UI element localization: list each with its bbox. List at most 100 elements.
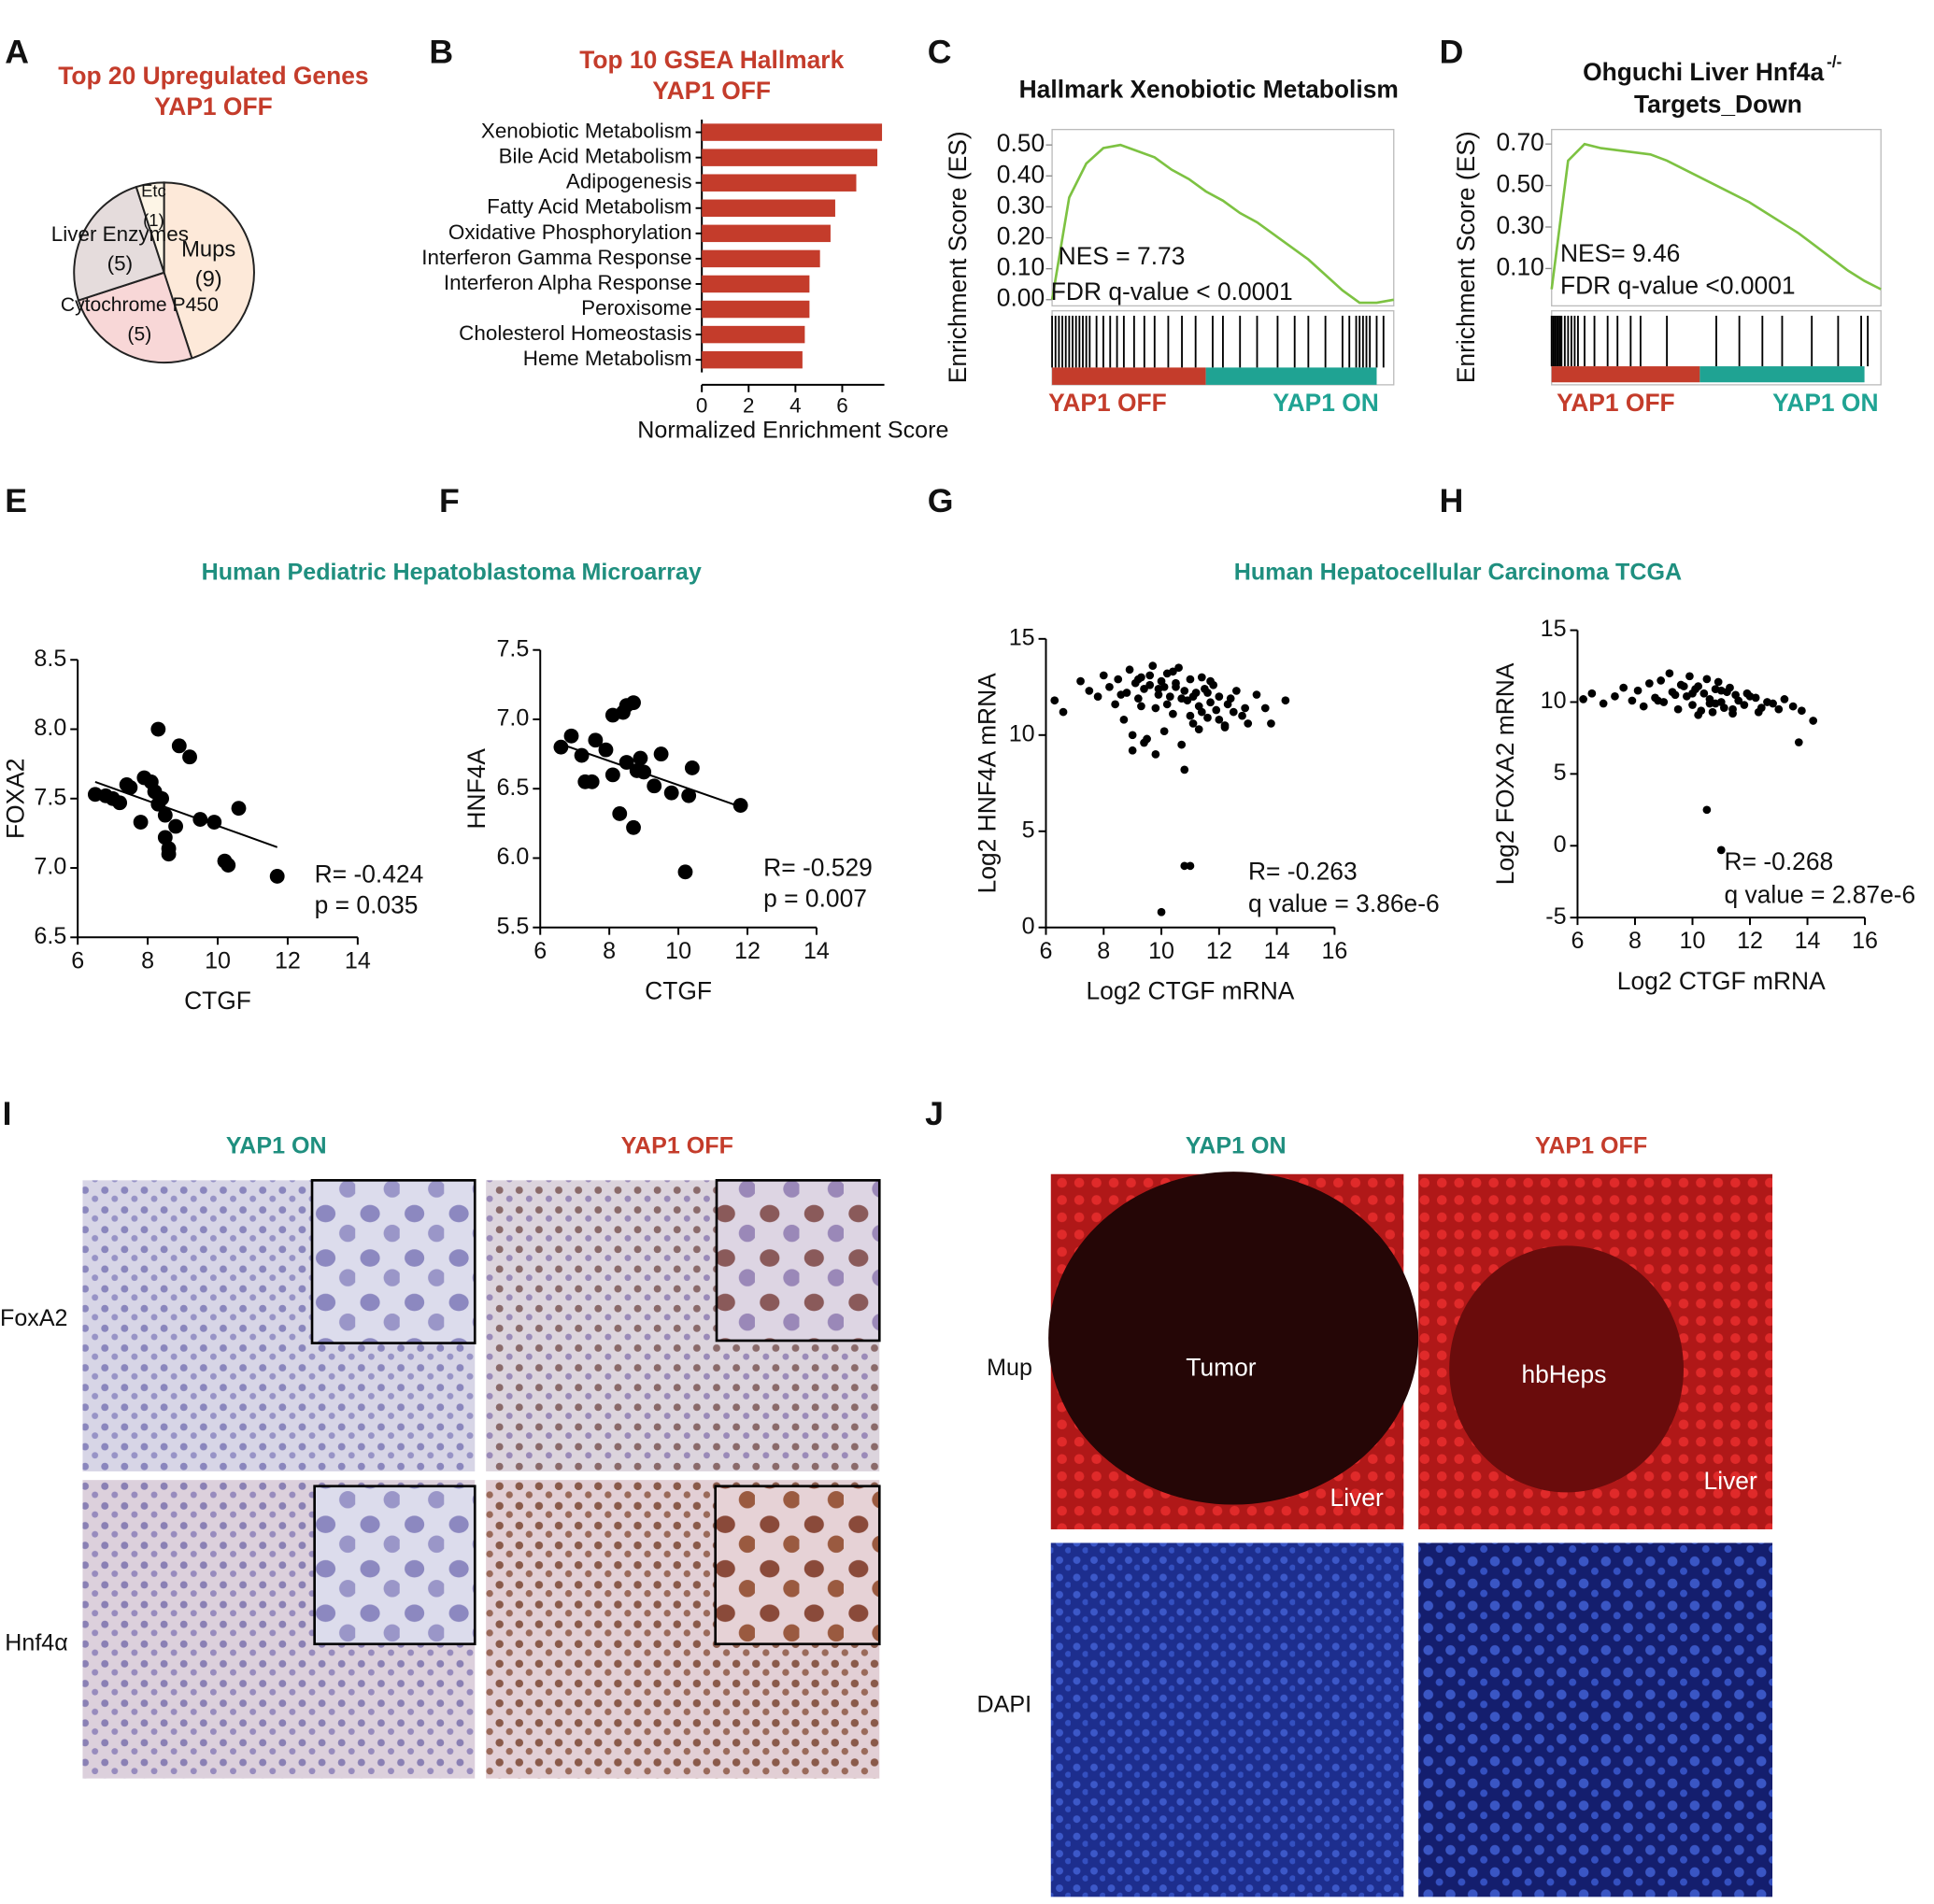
y-tick-label: 7.5 <box>496 635 529 661</box>
y-tick-label: -5 <box>1545 903 1566 930</box>
x-axis-label: Log2 CTGF mRNA <box>1617 967 1826 995</box>
panel-label: G <box>928 482 954 519</box>
micrograph <box>1418 1542 1773 1897</box>
point <box>1137 702 1145 711</box>
slice-value-label: (5) <box>127 324 151 346</box>
point <box>1162 700 1172 709</box>
point <box>1671 690 1680 700</box>
row-label: FoxA2 <box>0 1305 67 1331</box>
annotation: FDR q-value <0.0001 <box>1560 272 1796 300</box>
group-label: YAP1 ON <box>1273 389 1378 417</box>
image-label: hbHeps <box>1521 1360 1606 1388</box>
y-tick-label: Bile Acid Metabolism <box>499 145 692 168</box>
micrograph <box>1050 1542 1404 1897</box>
point <box>1587 689 1597 698</box>
point <box>633 750 648 766</box>
inset <box>310 1179 476 1344</box>
point <box>1223 700 1232 709</box>
chart-subtitle: YAP1 OFF <box>652 77 771 105</box>
point <box>1579 695 1587 703</box>
y-tick-label: 7.5 <box>34 784 66 810</box>
point <box>1639 702 1648 711</box>
x-tick-label: 12 <box>734 938 761 964</box>
group-label: YAP1 OFF <box>1557 389 1675 417</box>
tumor-region <box>1048 1172 1419 1505</box>
point <box>1093 692 1102 701</box>
y-tick-label: 0.30 <box>1496 211 1543 239</box>
image-label: Tumor <box>1186 1353 1256 1381</box>
y-tick-label: 0.30 <box>997 191 1045 219</box>
row-label: Mup <box>987 1355 1032 1381</box>
es-curve <box>1050 143 1395 305</box>
y-tick-label: 0.00 <box>997 284 1045 312</box>
point <box>1140 685 1148 693</box>
point <box>171 738 187 754</box>
point <box>1151 703 1160 713</box>
point <box>1197 673 1206 682</box>
point <box>604 767 620 783</box>
x-tick-label: 10 <box>1148 938 1174 964</box>
point <box>1148 661 1158 671</box>
column-label: YAP1 OFF <box>1535 1132 1647 1158</box>
point <box>1252 690 1261 699</box>
inset <box>715 1179 881 1343</box>
section-title: Human Hepatocellular Carcinoma TCGA <box>1234 559 1682 585</box>
point <box>1645 679 1654 688</box>
point <box>684 760 700 775</box>
point <box>1180 765 1189 774</box>
y-tick-label: 0.10 <box>1496 252 1543 280</box>
y-tick-label: Oxidative Phosphorylation <box>448 220 692 244</box>
point <box>1657 676 1666 685</box>
point <box>1145 671 1155 680</box>
annotation: p = 0.035 <box>315 890 419 918</box>
annotation: q value = 3.86e-6 <box>1248 889 1440 917</box>
point <box>133 815 149 830</box>
y-axis-label: Enrichment Score (ES) <box>944 131 972 383</box>
y-tick-label: 0 <box>1022 913 1035 939</box>
row-label: Hnf4α <box>5 1629 67 1655</box>
point <box>1751 693 1760 703</box>
panel-label: C <box>928 34 952 71</box>
group-bar <box>1551 366 1700 383</box>
point <box>563 728 579 744</box>
point <box>1114 675 1123 684</box>
y-tick-label: 5 <box>1022 817 1035 843</box>
x-tick-label: 10 <box>665 938 691 964</box>
point <box>1186 711 1195 720</box>
y-tick-label: 8.0 <box>34 715 66 741</box>
group-label: YAP1 OFF <box>1048 389 1167 417</box>
if-images <box>1048 1172 1773 1897</box>
x-tick-label: 12 <box>1206 938 1232 964</box>
point <box>1119 715 1129 724</box>
x-tick-label: 6 <box>1040 938 1053 964</box>
point <box>1673 704 1683 714</box>
point <box>647 778 662 794</box>
point <box>677 864 693 880</box>
chart-subtitle: Targets_Down <box>1634 90 1802 118</box>
point <box>1151 750 1160 759</box>
x-tick-label: 8 <box>1628 928 1642 954</box>
point <box>1794 738 1803 746</box>
point <box>1203 713 1212 722</box>
point <box>1699 689 1709 698</box>
point <box>1688 689 1697 698</box>
point <box>1238 711 1246 720</box>
point <box>598 742 614 758</box>
point <box>1180 861 1189 871</box>
point <box>1116 690 1126 699</box>
point <box>1628 696 1637 705</box>
point <box>1180 687 1189 695</box>
column-label: YAP1 ON <box>1186 1132 1287 1158</box>
slice-value-label: (1) <box>143 210 164 230</box>
y-axis-label: HNF4A <box>462 748 491 830</box>
x-axis-label: CTGF <box>645 977 712 1005</box>
y-tick-label: 6.0 <box>496 844 529 870</box>
point <box>1174 663 1183 673</box>
y-tick-label: 0.10 <box>997 253 1045 281</box>
point <box>1206 676 1215 686</box>
bar <box>702 275 810 293</box>
point <box>1177 740 1187 749</box>
point <box>1172 678 1180 688</box>
y-tick-label: 7.0 <box>496 705 529 732</box>
chart-title: Ohguchi Liver Hnf4a <box>1583 58 1824 86</box>
